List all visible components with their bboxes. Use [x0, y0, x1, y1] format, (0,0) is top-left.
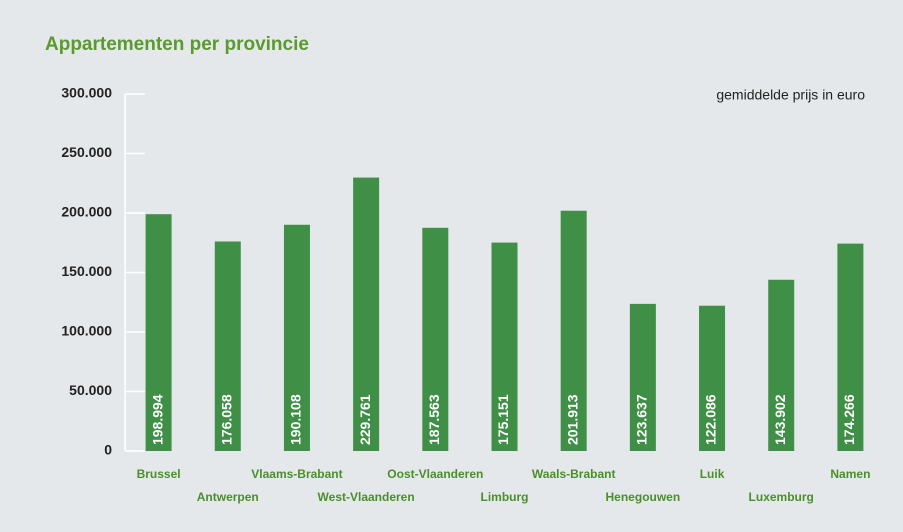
x-tick-label: Waals-Brabant — [532, 467, 616, 481]
y-tick-label: 0 — [104, 442, 112, 458]
value-label: 190.108 — [288, 394, 304, 445]
x-tick-label: Luik — [700, 467, 725, 481]
value-label: 122.086 — [703, 394, 719, 445]
y-tick-label: 200.000 — [61, 204, 112, 220]
x-tick-label: Limburg — [481, 490, 529, 504]
bar — [491, 242, 518, 451]
x-tick-label: Henegouwen — [606, 490, 681, 504]
bar — [629, 303, 656, 451]
x-tick-label: Brussel — [137, 467, 181, 481]
bar — [699, 305, 726, 451]
bar — [560, 210, 587, 451]
x-tick-label: Oost-Vlaanderen — [387, 467, 483, 481]
bar — [353, 177, 380, 451]
value-label: 123.637 — [634, 394, 650, 445]
value-label: 187.563 — [426, 394, 442, 445]
x-tick-label: Luxemburg — [749, 490, 814, 504]
bar — [837, 243, 864, 451]
y-tick-label: 150.000 — [61, 263, 112, 279]
bar — [145, 214, 172, 451]
bar — [422, 227, 449, 451]
value-label: 229.761 — [357, 394, 373, 445]
value-label: 198.994 — [149, 394, 165, 445]
annotation: gemiddelde prijs in euro — [716, 87, 865, 103]
value-label: 176.058 — [218, 394, 234, 445]
y-tick-label: 250.000 — [61, 144, 112, 160]
bar — [768, 279, 795, 451]
bar — [214, 241, 241, 451]
y-tick-label: 100.000 — [61, 323, 112, 339]
y-tick-label: 50.000 — [69, 382, 112, 398]
chart-title: Appartementen per provincie — [45, 34, 309, 55]
x-tick-label: Antwerpen — [197, 490, 259, 504]
x-tick-label: West-Vlaanderen — [318, 490, 415, 504]
bar — [283, 224, 310, 451]
x-tick-label: Namen — [830, 467, 870, 481]
value-label: 201.913 — [564, 394, 580, 445]
x-tick-label: Vlaams-Brabant — [251, 467, 342, 481]
value-label: 174.266 — [841, 394, 857, 445]
value-label: 175.151 — [495, 394, 511, 445]
y-tick-label: 300.000 — [61, 85, 112, 101]
value-label: 143.902 — [772, 394, 788, 445]
